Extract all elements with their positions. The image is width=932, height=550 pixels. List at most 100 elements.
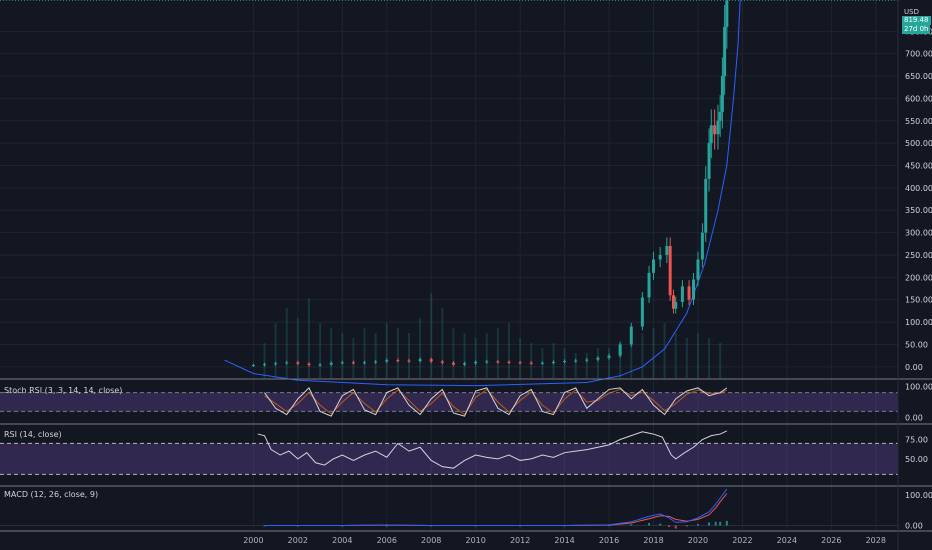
macd-pane[interactable] — [0, 488, 898, 529]
candle-body — [596, 357, 600, 360]
price-tick-label: 0.00 — [905, 363, 923, 372]
volume-bar — [274, 323, 277, 378]
time-tick-label: 2024 — [777, 536, 797, 545]
macd-histogram-bar — [630, 524, 633, 526]
macd-histogram-bar — [708, 522, 711, 526]
price-tick-label: 700.00 — [905, 50, 932, 59]
candle-body — [696, 259, 700, 280]
candle-body — [647, 272, 651, 298]
price-tick-label: 150.00 — [905, 296, 932, 305]
price-pane[interactable] — [0, 0, 898, 387]
fitted-curve — [224, 0, 741, 387]
rsi-pane[interactable] — [0, 430, 898, 475]
volume-bar — [352, 338, 355, 378]
time-tick-label: 2014 — [554, 536, 574, 545]
last-price-badge: 819.48 — [902, 16, 931, 25]
volume-bar — [519, 338, 522, 378]
volume-bar — [674, 333, 677, 378]
candle-body — [496, 361, 500, 363]
candle-body — [713, 125, 717, 135]
candle-body — [640, 297, 644, 327]
candle-body — [429, 359, 433, 362]
macd-title[interactable]: MACD (12, 26, close, 9) — [4, 490, 99, 499]
time-tick-label: 2020 — [688, 536, 708, 545]
volume-bar — [396, 328, 399, 378]
rsi-line — [257, 430, 728, 469]
candle-body — [658, 254, 662, 260]
stoch-tick-label: 100.00 — [905, 382, 932, 391]
candle-body — [529, 362, 533, 364]
time-tick-label: 2002 — [288, 536, 308, 545]
volume-bar — [407, 333, 410, 378]
candle-body — [629, 326, 633, 345]
candle-body — [440, 361, 444, 363]
macd-histogram-bar — [685, 525, 688, 527]
stoch-rsi-pane[interactable] — [0, 387, 898, 417]
volume-bar — [530, 343, 533, 378]
stoch-d-line — [264, 388, 728, 416]
countdown-badge: 27d 0h — [902, 25, 931, 34]
price-tick-label: 300.00 — [905, 229, 932, 238]
candle-body — [251, 365, 255, 367]
macd-histogram-bar — [659, 523, 662, 526]
stoch-rsi-title[interactable]: Stoch RSI (3, 3, 14, 14, close) — [4, 386, 123, 395]
candle-body — [674, 301, 678, 309]
rsi-tick-label: 50.00 — [905, 455, 928, 464]
candle-body — [563, 361, 567, 363]
candle-body — [296, 362, 300, 364]
candle-body — [518, 362, 522, 364]
macd-histogram-bar — [668, 525, 671, 527]
candle-body — [396, 360, 400, 362]
volume-bar — [419, 318, 422, 378]
macd-tick-label: 100.00 — [905, 491, 932, 500]
candle-body — [451, 362, 455, 365]
macd-histogram-bar — [719, 521, 722, 526]
volume-bar — [574, 353, 577, 378]
candle-body — [651, 259, 655, 273]
volume-bar — [485, 333, 488, 378]
time-tick-label: 2018 — [643, 536, 663, 545]
price-tick-label: 450.00 — [905, 162, 932, 171]
macd-histogram-bar — [608, 525, 611, 527]
volume-bar — [385, 323, 388, 378]
time-tick-label: 2028 — [866, 536, 886, 545]
candle-body — [618, 344, 622, 356]
time-tick-label: 2022 — [732, 536, 752, 545]
macd-line — [264, 488, 728, 526]
candle-body — [680, 286, 684, 302]
candle-body — [285, 362, 289, 364]
macd-histogram-bar — [696, 523, 699, 526]
volume-bar — [330, 328, 333, 378]
stoch-k-line — [264, 387, 728, 417]
currency-label[interactable]: USD — [902, 8, 921, 16]
candle-body — [585, 359, 589, 361]
candle-body — [318, 364, 322, 366]
volume-bar — [630, 338, 633, 378]
volume-bar — [319, 323, 322, 378]
candle-body — [723, 26, 727, 77]
candle-body — [692, 279, 696, 300]
macd-histogram-bar — [714, 521, 717, 526]
candle-body — [707, 143, 711, 179]
volume-bar — [374, 333, 377, 378]
volume-bar — [363, 328, 366, 378]
volume-bar — [508, 323, 511, 378]
volume-bar — [685, 338, 688, 378]
volume-bar — [708, 338, 711, 378]
price-tick-label: 650.00 — [905, 72, 932, 81]
rsi-title[interactable]: RSI (14, close) — [4, 430, 62, 439]
price-axis[interactable]: 0.00 50.00 100.00 150.00 200.00 250.00 300.00 3… — [905, 27, 932, 530]
candle-body — [507, 361, 511, 363]
volume-bar — [608, 348, 611, 378]
volume-bar — [496, 328, 499, 378]
volume-bar — [296, 318, 299, 378]
time-tick-label: 2006 — [377, 536, 397, 545]
time-axis[interactable]: 2000 2002 2004 2006 2008 2010 2012 2014 2016 2018… — [243, 536, 886, 545]
time-tick-label: 2004 — [332, 536, 352, 545]
volume-bar — [263, 343, 266, 378]
candle-body — [700, 232, 704, 260]
volume-bar — [441, 308, 444, 378]
candle-body — [307, 363, 311, 366]
